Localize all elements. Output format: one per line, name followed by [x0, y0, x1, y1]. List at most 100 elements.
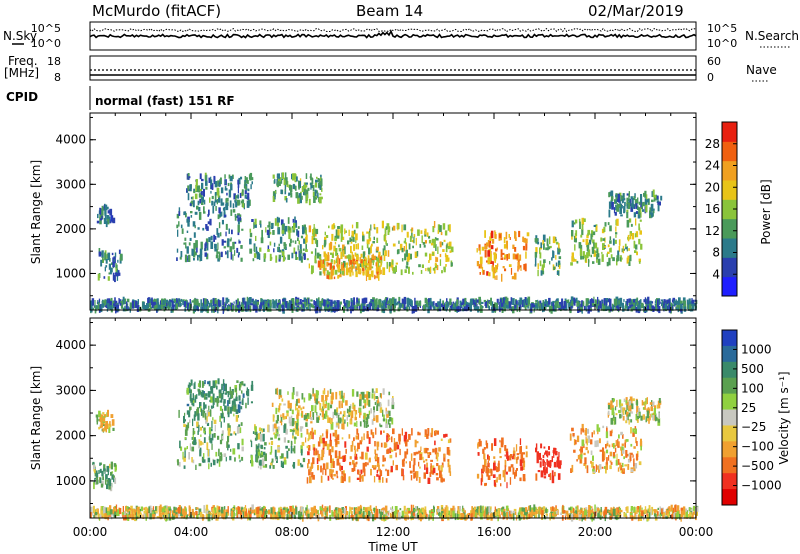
echo-cell: [575, 230, 578, 236]
echo-cell: [409, 304, 411, 306]
echo-cell: [570, 305, 573, 309]
echo-cell: [546, 238, 549, 246]
echo-cell: [97, 302, 100, 310]
nave-label: Nave: [746, 63, 777, 77]
echo-cell: [501, 297, 504, 305]
echo-cell: [233, 431, 236, 435]
echo-cell: [220, 413, 224, 419]
echo-cell: [189, 383, 192, 387]
echo-cell: [217, 251, 220, 254]
echo-cell: [542, 454, 545, 459]
echo-cell: [200, 427, 203, 431]
echo-cell: [364, 452, 368, 460]
echo-cell: [379, 424, 383, 428]
echo-cell: [285, 198, 288, 203]
echo-cell: [439, 470, 442, 478]
echo-cell: [573, 509, 576, 515]
echo-cell: [227, 400, 229, 407]
echo-cell: [310, 299, 313, 302]
echo-cell: [623, 468, 625, 472]
echo-cell: [576, 435, 580, 443]
echo-cell: [501, 437, 504, 445]
echo-cell: [373, 406, 375, 413]
echo-cell: [242, 297, 245, 305]
echo-cell: [106, 299, 108, 305]
echo-cell: [401, 224, 403, 233]
echo-cell: [371, 299, 374, 302]
echo-cell: [289, 402, 292, 409]
echo-cell: [638, 407, 640, 412]
echo-cell: [365, 273, 368, 281]
echo-cell: [340, 264, 343, 271]
echo-cell: [573, 235, 577, 243]
echo-cell: [638, 258, 641, 262]
echo-cell: [214, 298, 217, 304]
echo-cell: [95, 414, 99, 418]
echo-cell: [383, 255, 386, 261]
cpid-label: CPID: [6, 90, 38, 104]
echo-cell: [364, 415, 366, 421]
echo-cell: [344, 228, 346, 235]
echo-cell: [231, 400, 234, 406]
echo-cell: [189, 393, 192, 400]
echo-cell: [553, 266, 556, 270]
echo-cell: [335, 439, 338, 446]
echo-cell: [277, 246, 279, 251]
echo-cell: [512, 450, 516, 457]
echo-cell: [601, 254, 604, 262]
echo-cell: [601, 305, 603, 311]
echo-cell: [281, 172, 284, 179]
echo-cell: [201, 182, 204, 190]
echo-cell: [341, 470, 344, 475]
echo-cell: [617, 250, 620, 258]
echo-cell: [230, 390, 234, 399]
echo-cell: [383, 430, 385, 433]
echo-cell: [294, 436, 296, 444]
echo-cell: [252, 431, 255, 434]
echo-cell: [226, 197, 229, 202]
echo-cell: [348, 434, 351, 439]
echo-cell: [291, 298, 295, 306]
echo-cell: [363, 399, 367, 404]
echo-cell: [411, 227, 414, 232]
echo-cell: [323, 269, 326, 276]
echo-cell: [443, 239, 446, 242]
echo-cell: [263, 256, 266, 262]
echo-cell: [274, 433, 277, 439]
echo-cell: [276, 414, 279, 421]
echo-cell: [267, 424, 270, 433]
echo-cell: [342, 262, 344, 269]
echo-cell: [534, 513, 536, 519]
echo-cell: [283, 460, 287, 465]
echo-cell: [392, 225, 396, 231]
echo-cell: [653, 195, 656, 202]
echo-cell: [283, 246, 286, 250]
echo-cell: [107, 409, 109, 417]
echo-cell: [185, 212, 187, 218]
echo-cell: [339, 395, 343, 400]
echo-cell: [332, 432, 335, 437]
echo-cell: [410, 229, 412, 232]
echo-cell: [483, 299, 486, 302]
echo-cell: [328, 449, 332, 456]
echo-cell: [151, 302, 154, 309]
echo-cell: [535, 447, 538, 453]
echo-cell: [345, 268, 349, 276]
echo-cell: [371, 509, 373, 514]
echo-cell: [589, 239, 592, 244]
echo-cell: [224, 174, 226, 179]
echo-cell: [287, 217, 290, 224]
echo-cell: [213, 234, 215, 242]
echo-cell: [651, 212, 654, 216]
echo-cell: [251, 380, 254, 386]
echo-cell: [638, 461, 642, 466]
echo-cell: [510, 267, 513, 275]
echo-cell: [513, 272, 517, 280]
echo-cell: [447, 459, 450, 462]
echo-cell: [638, 207, 641, 215]
echo-cell: [297, 237, 299, 241]
echo-cell: [363, 297, 366, 304]
echo-cell: [620, 449, 623, 456]
echo-cell: [241, 456, 244, 461]
echo-cell: [482, 306, 484, 309]
